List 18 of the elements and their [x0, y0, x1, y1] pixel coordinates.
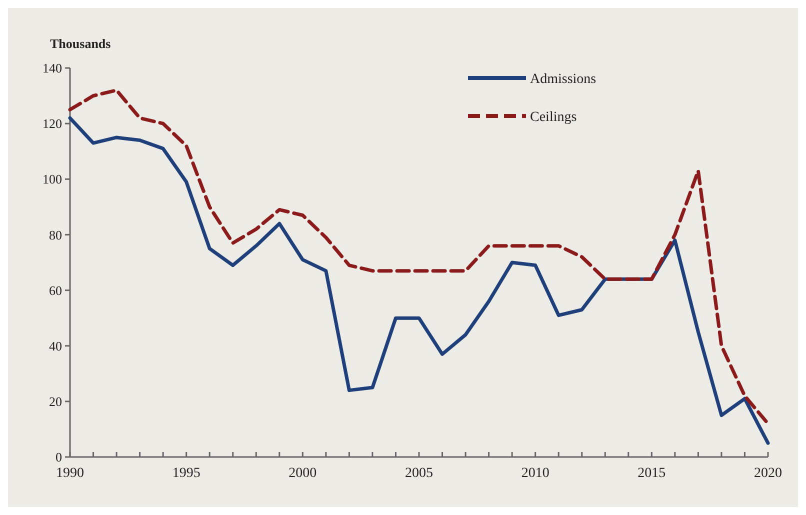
y-axis-title: Thousands — [50, 36, 111, 51]
legend-label: Ceilings — [530, 110, 577, 125]
y-tick-label: 120 — [42, 116, 62, 132]
legend-label: Admissions — [530, 72, 596, 87]
x-tick-label: 1990 — [56, 466, 84, 481]
x-tick-label: 2020 — [754, 466, 782, 481]
y-tick-label: 20 — [49, 394, 62, 409]
y-tick-label: 80 — [49, 227, 62, 242]
y-tick-label: 0 — [56, 450, 62, 465]
y-tick-label: 100 — [42, 172, 62, 187]
x-tick-label: 2005 — [405, 466, 433, 481]
x-tick-label: 2010 — [521, 466, 550, 481]
x-tick-label: 2015 — [638, 466, 666, 481]
y-tick-label: 60 — [49, 282, 62, 298]
y-tick-label: 40 — [49, 338, 62, 354]
x-tick-label: 1995 — [172, 466, 200, 481]
x-tick-label: 2000 — [288, 466, 317, 481]
y-tick-label: 140 — [42, 60, 62, 76]
